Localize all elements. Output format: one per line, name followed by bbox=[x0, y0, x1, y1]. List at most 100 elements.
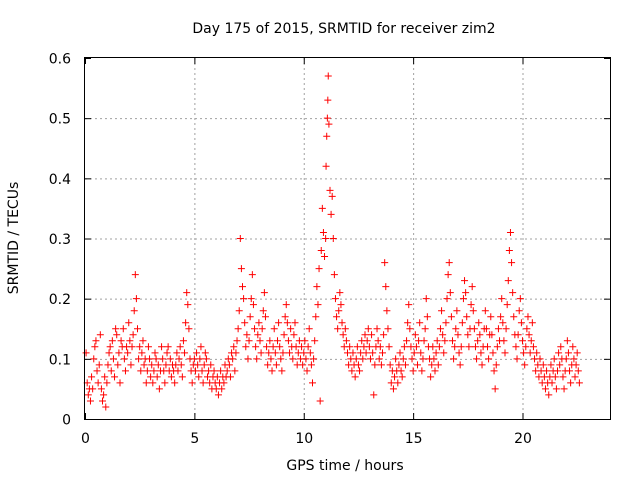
data-point bbox=[482, 325, 490, 333]
data-point bbox=[124, 349, 132, 357]
data-point bbox=[463, 313, 471, 321]
data-point bbox=[403, 337, 411, 345]
data-point bbox=[552, 385, 560, 393]
data-point bbox=[175, 355, 183, 363]
data-point bbox=[232, 349, 240, 357]
data-point bbox=[520, 349, 528, 357]
data-point bbox=[362, 349, 370, 357]
data-point bbox=[554, 367, 561, 375]
data-point bbox=[240, 295, 248, 303]
data-point bbox=[371, 361, 379, 369]
data-point bbox=[339, 331, 347, 339]
data-point bbox=[246, 313, 254, 321]
data-point bbox=[458, 319, 466, 327]
data-point bbox=[335, 307, 343, 315]
data-point bbox=[115, 349, 123, 357]
data-point bbox=[258, 325, 266, 333]
data-point bbox=[277, 355, 285, 363]
data-point bbox=[316, 397, 324, 405]
data-point bbox=[571, 373, 579, 381]
chart-title: Day 175 of 2015, SRMTID for receiver zim… bbox=[192, 21, 495, 37]
data-point bbox=[370, 391, 378, 399]
data-point bbox=[236, 235, 244, 242]
data-point bbox=[351, 373, 359, 381]
x-tick-labels: 0 5 10 15 20 bbox=[81, 431, 532, 447]
data-point bbox=[506, 228, 514, 236]
data-point bbox=[319, 228, 327, 236]
data-point bbox=[107, 367, 115, 375]
data-point bbox=[438, 307, 446, 315]
data-point bbox=[312, 313, 320, 321]
data-point bbox=[161, 379, 169, 387]
data-point bbox=[383, 307, 391, 315]
data-point bbox=[557, 343, 565, 351]
data-point bbox=[130, 307, 138, 315]
data-point bbox=[529, 343, 537, 351]
data-point bbox=[91, 343, 99, 351]
y-tick-label: 0.4 bbox=[49, 172, 71, 188]
x-tick-label: 0 bbox=[81, 431, 90, 447]
data-point bbox=[477, 349, 485, 357]
data-point bbox=[427, 373, 435, 381]
data-point bbox=[299, 361, 307, 369]
data-point bbox=[572, 361, 580, 369]
data-point bbox=[275, 319, 283, 327]
data-point bbox=[341, 325, 349, 333]
data-point bbox=[395, 361, 403, 369]
data-point bbox=[516, 295, 524, 303]
data-point bbox=[150, 367, 158, 375]
y-tick-label: 0.3 bbox=[49, 232, 71, 248]
data-point bbox=[399, 355, 407, 363]
y-tick-label: 0.5 bbox=[49, 112, 71, 128]
data-point bbox=[93, 367, 101, 375]
data-point bbox=[471, 343, 479, 351]
data-point bbox=[134, 325, 141, 333]
data-point bbox=[491, 385, 499, 393]
data-point bbox=[476, 331, 484, 339]
data-point bbox=[120, 355, 128, 363]
data-point bbox=[148, 361, 156, 369]
data-point bbox=[338, 319, 346, 327]
data-point bbox=[144, 343, 152, 351]
data-point bbox=[525, 331, 533, 339]
data-point bbox=[432, 349, 440, 357]
data-point bbox=[400, 343, 408, 351]
data-point bbox=[195, 373, 203, 381]
data-point bbox=[485, 355, 493, 363]
data-point bbox=[306, 349, 314, 357]
data-point bbox=[279, 349, 287, 357]
data-point bbox=[396, 349, 404, 357]
data-point bbox=[290, 331, 298, 339]
data-point bbox=[398, 373, 406, 381]
data-point bbox=[88, 373, 96, 381]
data-point bbox=[210, 367, 218, 375]
data-point bbox=[126, 337, 134, 345]
data-point bbox=[342, 337, 350, 345]
data-point bbox=[318, 204, 326, 212]
data-point bbox=[324, 72, 332, 80]
data-point bbox=[441, 337, 449, 345]
data-point bbox=[493, 343, 501, 351]
data-point bbox=[377, 361, 385, 369]
data-point bbox=[330, 271, 338, 279]
data-point bbox=[366, 355, 374, 363]
data-point bbox=[503, 301, 511, 309]
data-point bbox=[264, 361, 272, 369]
data-point bbox=[419, 355, 427, 363]
data-point bbox=[152, 355, 160, 363]
data-point bbox=[527, 337, 535, 345]
data-point bbox=[454, 331, 462, 339]
data-point bbox=[274, 337, 281, 345]
data-point bbox=[155, 385, 163, 393]
data-point bbox=[132, 295, 140, 303]
data-point bbox=[164, 343, 172, 351]
data-point bbox=[207, 361, 215, 369]
data-point bbox=[447, 313, 455, 321]
data-point bbox=[286, 349, 294, 357]
data-point bbox=[382, 283, 390, 291]
data-point bbox=[271, 349, 279, 357]
data-point bbox=[304, 343, 312, 351]
data-point bbox=[200, 361, 208, 369]
data-point bbox=[105, 349, 113, 357]
data-point bbox=[194, 361, 202, 369]
